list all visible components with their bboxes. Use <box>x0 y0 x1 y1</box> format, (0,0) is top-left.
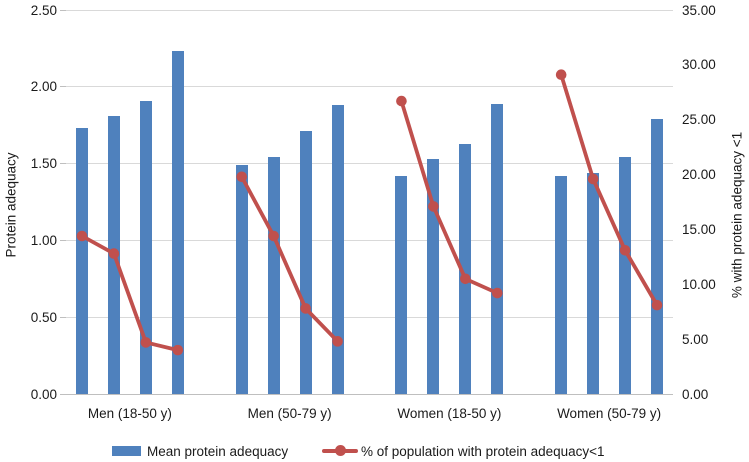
legend-bar-label: Mean protein adequacy <box>147 444 289 459</box>
left-axis-tickmark <box>60 316 66 318</box>
line-point-marker <box>236 171 248 183</box>
bar-mean-protein-adequacy <box>139 100 152 394</box>
line-point-marker <box>300 303 311 314</box>
bar-mean-protein-adequacy <box>171 51 184 394</box>
bar-mean-protein-adequacy <box>299 131 312 394</box>
bar-mean-protein-adequacy <box>555 175 568 394</box>
right-axis-tick-label: 5.00 <box>682 331 709 347</box>
left-axis-tickmark <box>60 86 66 88</box>
right-axis-tick-label: 15.00 <box>682 221 716 237</box>
right-axis-tick-label: 25.00 <box>682 112 716 128</box>
left-axis-tickmark <box>60 239 66 241</box>
right-axis-tick-label: 35.00 <box>682 2 716 18</box>
line-point-marker <box>268 230 279 242</box>
left-axis-tick-label: 1.50 <box>30 156 57 172</box>
legend-line-label: % of population with protein adequacy<1 <box>361 444 605 459</box>
left-axis-tick-label: 1.00 <box>30 232 57 248</box>
pct-population-line <box>399 100 499 295</box>
line-point-marker <box>396 95 407 107</box>
category-label: Men (18-50 y) <box>87 406 172 421</box>
pct-population-line <box>81 234 179 352</box>
legend-line-marker-icon <box>335 445 346 456</box>
category-label: Women (50-79 y) <box>557 406 662 421</box>
line-point-marker <box>460 273 471 285</box>
right-axis-tick-label: 20.00 <box>682 167 716 183</box>
bar-mean-protein-adequacy <box>459 143 472 394</box>
left-axis-tick-label: 0.00 <box>30 386 57 402</box>
line-point-marker <box>587 173 599 185</box>
bar-mean-protein-adequacy <box>331 105 344 394</box>
line-point-marker <box>555 69 567 81</box>
category-label: Women (18-50 y) <box>397 406 502 421</box>
left-axis-tick-label: 0.50 <box>30 309 57 325</box>
right-axis-tick-label: 0.00 <box>682 386 709 402</box>
line-point-marker <box>332 336 343 347</box>
right-axis-title: % with protein adequacy <1 <box>729 131 745 299</box>
left-axis-tickmark <box>60 163 66 165</box>
line-point-marker <box>619 244 631 256</box>
bar-mean-protein-adequacy <box>395 175 408 394</box>
gridline <box>66 316 673 318</box>
right-axis-tick-label: 10.00 <box>682 276 716 292</box>
bar-mean-protein-adequacy <box>267 157 280 394</box>
left-axis-tick-label: 2.50 <box>30 2 57 18</box>
category-label: Men (50-79 y) <box>247 406 332 421</box>
bar-mean-protein-adequacy <box>75 128 88 394</box>
gridline <box>66 163 673 165</box>
gridline <box>66 239 673 241</box>
bar-mean-protein-adequacy <box>235 165 248 394</box>
bar-mean-protein-adequacy <box>619 157 632 394</box>
legend-bar-swatch-icon <box>112 446 141 456</box>
left-axis-tickmark <box>60 9 66 11</box>
left-axis-tick-label: 2.00 <box>30 79 57 95</box>
pct-population-line <box>240 175 339 343</box>
line-point-marker <box>140 337 152 348</box>
line-point-marker <box>108 248 120 259</box>
right-axis-tick-label: 30.00 <box>682 57 716 73</box>
pct-population-line <box>559 74 659 307</box>
line-point-marker <box>428 201 439 212</box>
left-axis-title: Protein adequacy <box>3 152 19 258</box>
gridline <box>66 9 673 11</box>
gridline <box>66 86 673 88</box>
line-point-marker <box>172 344 184 356</box>
left-axis-tickmark <box>60 393 66 395</box>
line-point-marker <box>491 287 503 299</box>
bar-mean-protein-adequacy <box>587 172 600 394</box>
bar-mean-protein-adequacy <box>651 119 664 394</box>
line-point-marker <box>76 230 88 242</box>
bar-mean-protein-adequacy <box>491 103 504 394</box>
x-axis-line <box>66 393 673 395</box>
line-point-marker <box>651 299 663 311</box>
